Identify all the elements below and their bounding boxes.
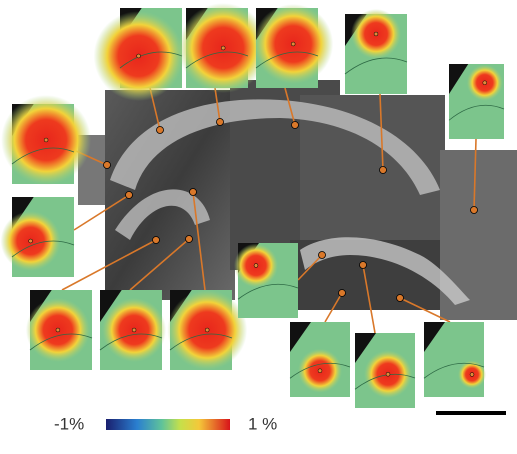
- stim-site: [470, 373, 474, 377]
- site-dot: [126, 192, 133, 199]
- site-dot: [397, 295, 404, 302]
- scale-bar: [436, 411, 506, 415]
- inset-map: [449, 64, 504, 139]
- page: -1% 1 % (() => { const data = JSON.parse…: [0, 0, 517, 454]
- colorbar-gradient: [106, 419, 230, 430]
- colorbar-max-label: 1 %: [248, 414, 277, 433]
- site-dot: [217, 119, 224, 126]
- stim-site: [132, 328, 136, 332]
- figure: -1% 1 %: [0, 0, 517, 454]
- site-dot: [380, 167, 387, 174]
- inset-map: [26, 290, 92, 370]
- site-dot: [104, 162, 111, 169]
- inset-map: [234, 243, 298, 318]
- colorbar-min-label: -1%: [54, 414, 84, 433]
- site-dot: [153, 237, 160, 244]
- site-dot: [360, 262, 367, 269]
- stim-site: [205, 328, 209, 332]
- stim-site: [374, 32, 378, 36]
- inset-map: [345, 9, 407, 94]
- site-dot: [339, 290, 346, 297]
- stim-site: [318, 369, 322, 373]
- inset-map: [355, 333, 415, 408]
- stim-site: [221, 46, 225, 50]
- inset-map: [290, 322, 350, 397]
- stim-site: [483, 81, 487, 85]
- stim-site: [56, 328, 60, 332]
- site-dot: [190, 189, 197, 196]
- inset-map: [94, 8, 184, 101]
- inset-map: [424, 322, 486, 397]
- site-dot: [186, 236, 193, 243]
- stim-site: [254, 264, 258, 268]
- colorbar: -1% 1 %: [54, 414, 277, 433]
- stim-site: [29, 239, 33, 243]
- inset-map: [253, 4, 333, 88]
- stim-site: [386, 372, 390, 376]
- stim-site: [291, 42, 295, 46]
- stim-site: [137, 54, 141, 58]
- stim-site: [44, 138, 48, 142]
- site-dot: [157, 127, 164, 134]
- inset-map: [1, 95, 91, 185]
- site-dot: [292, 122, 299, 129]
- inset-map: [100, 290, 166, 370]
- inset-map: [167, 290, 247, 370]
- site-dot: [319, 252, 326, 259]
- inset-map: [1, 197, 74, 277]
- site-dot: [471, 207, 478, 214]
